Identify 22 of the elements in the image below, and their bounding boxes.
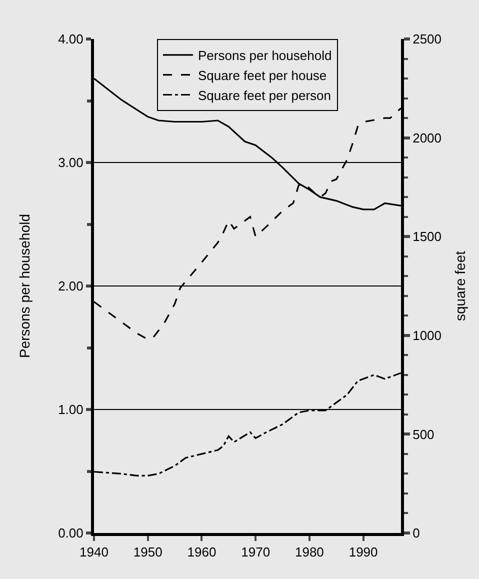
y-axis-title: Persons per household bbox=[16, 214, 33, 358]
y-tick-label: 4.00 bbox=[58, 32, 84, 47]
y2-axis-title: square feet bbox=[452, 250, 468, 322]
y2-tick-label: 0 bbox=[412, 526, 420, 541]
x-tick-label: 1970 bbox=[241, 544, 270, 560]
legend-label: Square feet per person bbox=[198, 88, 331, 103]
y2-tick-label: 2000 bbox=[412, 130, 442, 146]
y-tick-label: 2.00 bbox=[58, 278, 84, 294]
x-tick-label: 1950 bbox=[133, 544, 162, 560]
y2-tick-label: 1500 bbox=[412, 229, 442, 244]
legend-label: Persons per household bbox=[198, 48, 332, 64]
y2-tick-label: 2500 bbox=[412, 32, 442, 47]
y-tick-label: 1.00 bbox=[58, 402, 84, 418]
x-tick-label: 1990 bbox=[348, 544, 378, 560]
y-tick-label: 0.00 bbox=[58, 526, 84, 541]
y2-tick-label: 1000 bbox=[412, 328, 442, 343]
y-tick-label: 3.00 bbox=[58, 155, 84, 170]
x-tick-label: 1940 bbox=[80, 544, 108, 560]
x-tick-label: 1960 bbox=[187, 544, 216, 560]
legend-label: Square feet per house bbox=[198, 68, 327, 83]
x-tick-label: 1980 bbox=[294, 544, 324, 560]
y2-tick-label: 500 bbox=[412, 426, 434, 442]
